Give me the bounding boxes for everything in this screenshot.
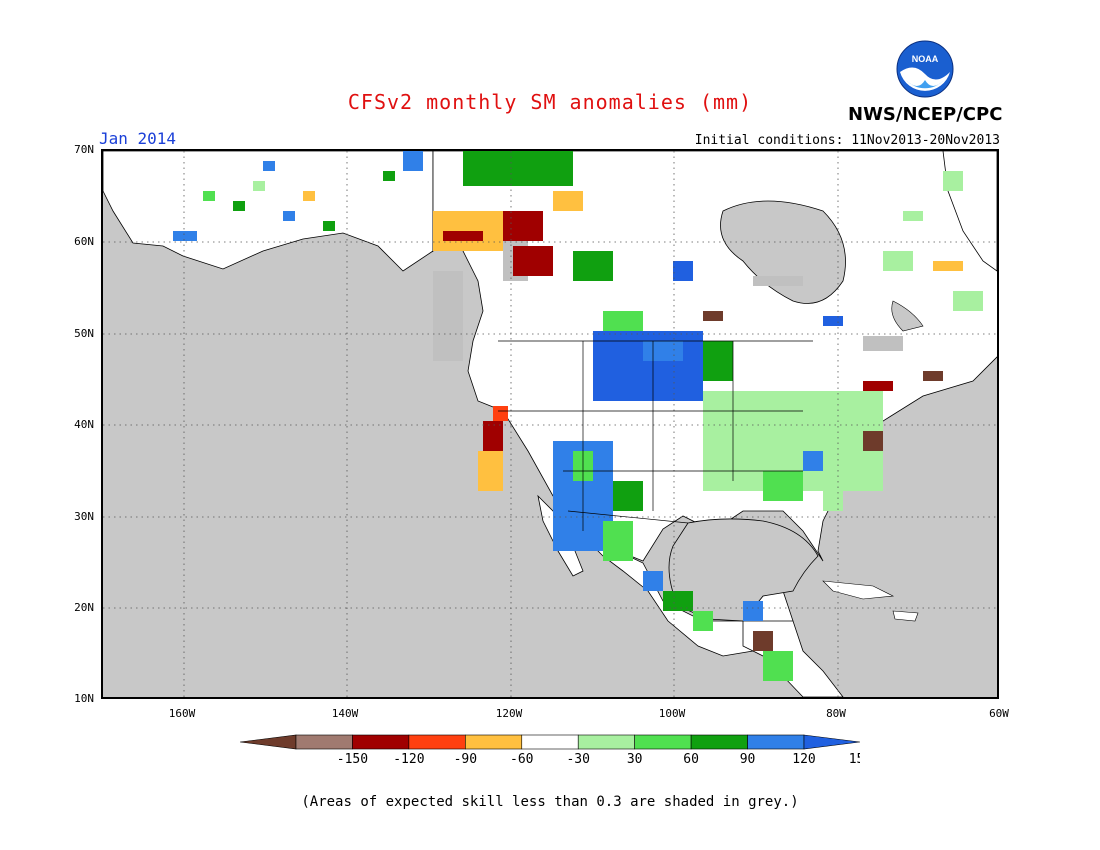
- lon-label: 100W: [658, 707, 686, 720]
- legend-swatch: [352, 734, 410, 750]
- legend-swatch: [634, 734, 692, 750]
- footnote: (Areas of expected skill less than 0.3 a…: [301, 794, 799, 810]
- color-legend: -150 -120 -90 -60 -30 30 60 90 120 150: [240, 734, 860, 767]
- gulf-st-lawrence: [891, 300, 924, 332]
- agency-label: NWS/NCEP/CPC: [848, 104, 1003, 125]
- map-panel: [101, 149, 999, 699]
- graticule: [103, 151, 997, 697]
- logo-text: NOAA: [912, 54, 939, 64]
- cuba: [822, 580, 895, 600]
- target-month-label: Jan 2014: [99, 129, 177, 148]
- legend-swatch: [577, 734, 635, 750]
- legend-swatch: [295, 734, 353, 750]
- lat-label: 30N: [74, 510, 94, 523]
- lon-label: 80W: [826, 707, 846, 720]
- lat-label: 20N: [74, 601, 94, 614]
- legend-bar: [240, 734, 860, 750]
- legend-swatch: [408, 734, 466, 750]
- lon-label: 60W: [989, 707, 1009, 720]
- legend-tick-label: 30: [627, 752, 643, 767]
- gulf-of-mexico: [668, 518, 819, 622]
- legend-tick-label: 150: [849, 752, 860, 767]
- legend-arrow-high: [803, 734, 860, 750]
- lon-label: 120W: [495, 707, 523, 720]
- chart-title: CFSv2 monthly SM anomalies (mm): [347, 90, 753, 114]
- lat-label: 60N: [74, 235, 94, 248]
- legend-ticks: -150 -120 -90 -60 -30 30 60 90 120 150: [337, 752, 860, 767]
- hudson-bay: [720, 200, 846, 304]
- legend-tick-label: -120: [393, 752, 424, 767]
- initial-conditions-label: Initial conditions: 11Nov2013-20Nov2013: [694, 133, 1000, 148]
- hispaniola: [892, 610, 919, 622]
- low-skill-shading: [433, 241, 903, 361]
- lon-label: 140W: [331, 707, 359, 720]
- legend-swatch: [465, 734, 523, 750]
- legend-tick-label: -150: [337, 752, 368, 767]
- lat-label: 10N: [74, 692, 94, 705]
- lon-label: 160W: [168, 707, 196, 720]
- legend-tick-label: -90: [454, 752, 477, 767]
- legend-tick-label: 120: [792, 752, 815, 767]
- legend-tick-label: -30: [566, 752, 589, 767]
- lat-label: 40N: [74, 418, 94, 431]
- legend-swatch: [747, 734, 805, 750]
- lat-label: 70N: [74, 143, 94, 156]
- legend-tick-label: 90: [740, 752, 756, 767]
- legend-arrow-low: [240, 734, 297, 750]
- noaa-logo-icon: NOAA: [896, 40, 954, 98]
- legend-tick-label: -60: [510, 752, 533, 767]
- borders: [498, 340, 813, 531]
- legend-tick-label: 60: [683, 752, 699, 767]
- legend-swatch: [521, 734, 579, 750]
- legend-swatch: [690, 734, 748, 750]
- map-canvas: [103, 151, 997, 697]
- lat-label: 50N: [74, 327, 94, 340]
